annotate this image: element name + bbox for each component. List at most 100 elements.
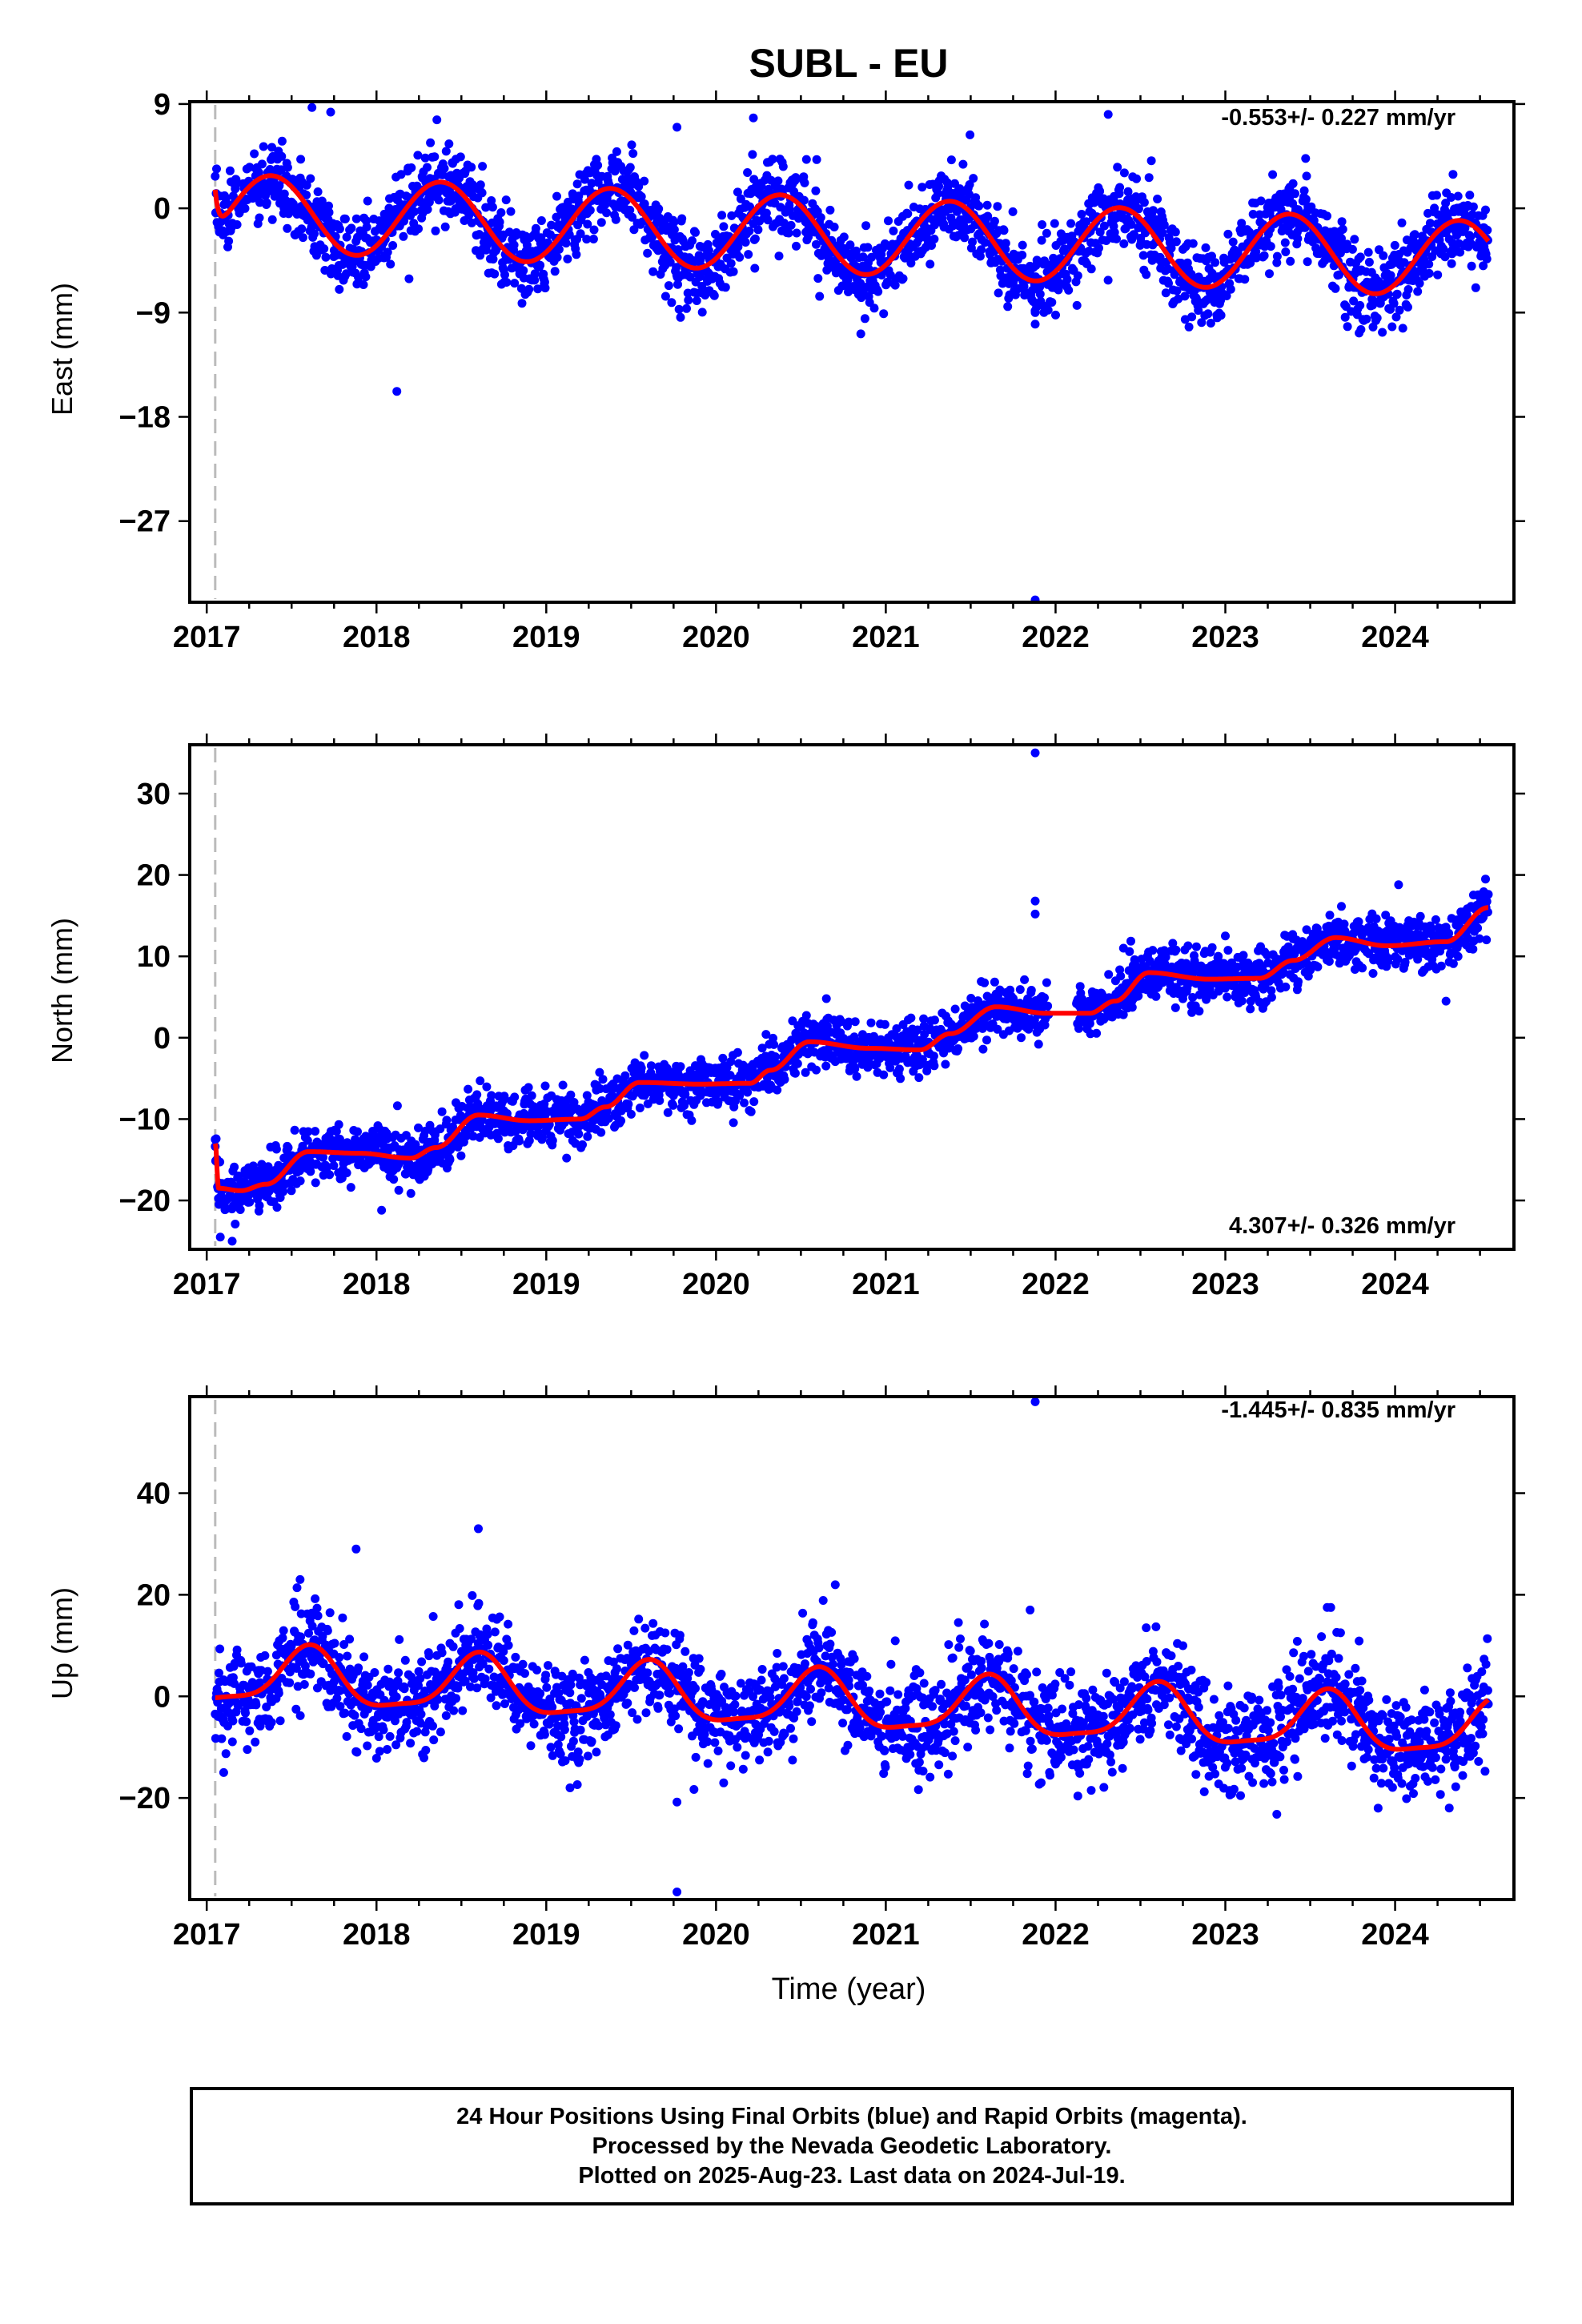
outlier-point — [673, 123, 682, 132]
data-point — [303, 1127, 313, 1136]
data-point — [1323, 211, 1331, 221]
data-point — [589, 225, 599, 235]
data-point — [1299, 186, 1309, 195]
data-point — [784, 228, 793, 238]
east-plot-area: 2017 2018 2019 2020 2021 2022 2023 202490−9−18−… — [119, 88, 1525, 654]
data-point — [1301, 195, 1311, 204]
data-point — [1337, 902, 1346, 911]
data-point — [277, 136, 287, 146]
data-point — [441, 147, 451, 156]
data-point — [718, 1053, 728, 1063]
data-point — [763, 215, 773, 225]
data-point — [536, 260, 545, 270]
data-point — [574, 1129, 584, 1139]
data-point — [1337, 234, 1346, 243]
data-point — [1146, 156, 1156, 166]
data-point — [1441, 199, 1451, 208]
data-point — [1073, 271, 1082, 280]
data-point — [688, 236, 697, 246]
data-point — [487, 1091, 496, 1100]
data-point — [552, 191, 561, 201]
data-point — [576, 229, 585, 239]
data-point — [311, 1178, 320, 1188]
x-tick-label: 2019 — [512, 621, 580, 654]
data-point — [950, 1004, 960, 1014]
data-point — [232, 220, 242, 229]
data-point — [1313, 962, 1323, 971]
data-point — [361, 272, 371, 282]
data-point — [404, 274, 414, 283]
data-point — [903, 209, 913, 219]
data-point — [745, 202, 754, 211]
data-point — [713, 1097, 723, 1107]
data-point — [1364, 257, 1374, 267]
data-point — [975, 251, 985, 261]
data-point — [290, 1125, 299, 1135]
data-point — [1272, 251, 1282, 261]
data-point — [493, 1134, 503, 1144]
data-point — [669, 1100, 678, 1110]
data-point — [522, 240, 532, 250]
data-point — [1291, 189, 1299, 199]
data-point — [620, 1071, 630, 1080]
data-point — [414, 224, 423, 234]
data-point — [510, 1092, 520, 1102]
data-point — [1347, 244, 1357, 254]
data-point — [856, 329, 865, 339]
data-point — [604, 1114, 613, 1123]
data-point — [587, 179, 596, 188]
data-point — [879, 1070, 889, 1080]
data-point — [1051, 310, 1060, 320]
data-point — [302, 191, 311, 199]
data-point — [1415, 279, 1424, 288]
data-point — [1050, 219, 1059, 228]
data-point — [974, 201, 984, 211]
data-point — [906, 1013, 916, 1023]
data-point — [1379, 251, 1388, 260]
data-point — [302, 180, 311, 190]
data-point — [1134, 204, 1143, 214]
data-point — [436, 1124, 445, 1134]
data-point — [917, 183, 927, 192]
data-point — [869, 304, 879, 313]
data-point — [1394, 880, 1403, 890]
data-point — [1303, 257, 1312, 267]
data-point — [413, 151, 423, 160]
data-point — [969, 1031, 978, 1041]
data-point — [1166, 243, 1176, 253]
data-point — [420, 153, 430, 163]
data-point — [530, 269, 540, 279]
data-point — [624, 1100, 633, 1109]
data-point — [1482, 935, 1492, 945]
data-point — [1413, 287, 1423, 296]
data-point — [1430, 203, 1439, 213]
outlier-point — [1030, 748, 1040, 758]
data-point — [299, 233, 307, 243]
data-point — [674, 304, 684, 314]
data-point — [536, 216, 546, 225]
data-point — [554, 244, 564, 254]
data-point — [669, 225, 679, 235]
data-point — [496, 208, 506, 217]
data-point — [275, 181, 284, 191]
data-point — [1223, 229, 1233, 239]
data-point — [585, 206, 595, 215]
data-point — [583, 219, 592, 229]
data-point — [582, 235, 592, 244]
data-point — [745, 227, 754, 235]
data-point — [978, 1044, 988, 1054]
x-tick-label: 2017 — [173, 621, 241, 654]
data-point — [1158, 228, 1167, 238]
data-point — [958, 159, 968, 169]
data-point — [1139, 198, 1149, 207]
data-point — [1035, 289, 1045, 299]
data-point — [432, 115, 442, 125]
data-point — [1126, 936, 1135, 946]
data-point — [651, 1073, 661, 1083]
data-point — [1248, 210, 1258, 219]
data-point — [725, 1071, 735, 1080]
data-point — [1015, 985, 1025, 995]
data-point — [1266, 242, 1275, 251]
data-point — [1037, 235, 1046, 245]
data-point — [811, 186, 821, 195]
